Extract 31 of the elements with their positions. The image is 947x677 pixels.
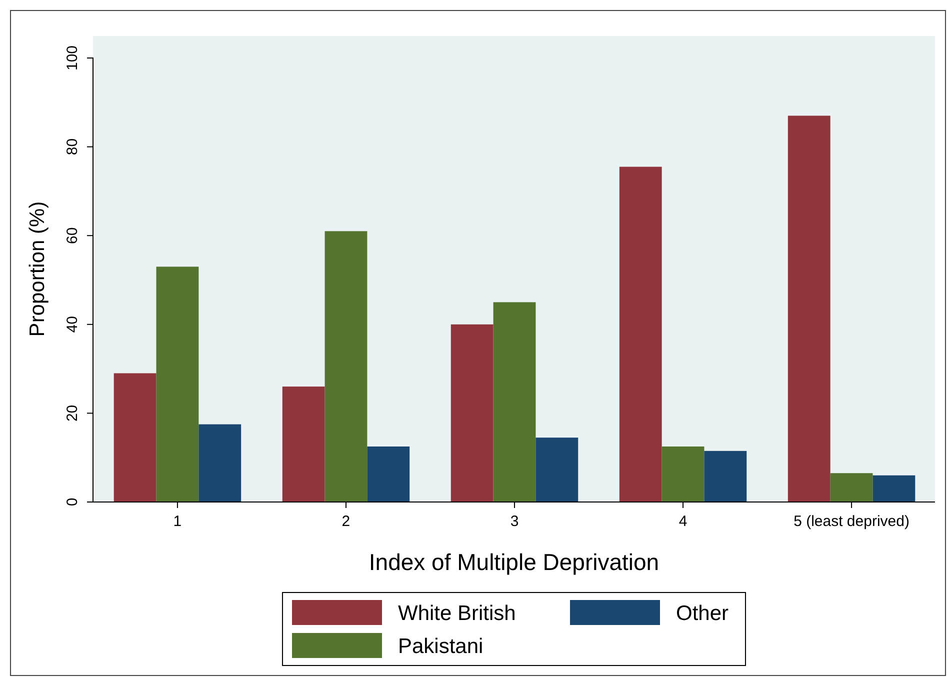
bar	[282, 386, 325, 502]
bar	[788, 116, 830, 502]
bar	[493, 302, 536, 502]
bar	[450, 324, 494, 502]
bar	[662, 446, 704, 502]
x-tick-label: 1	[173, 513, 182, 530]
y-tick-label: 0	[64, 498, 81, 506]
y-tick-label: 20	[64, 404, 81, 422]
bar	[324, 231, 368, 502]
x-axis-title: Index of Multiple Deprivation	[368, 549, 660, 575]
bar	[704, 450, 747, 502]
x-tick-label: 5 (least deprived)	[794, 513, 910, 530]
y-tick-label: 40	[64, 316, 81, 333]
bar	[367, 446, 410, 502]
bar	[830, 473, 873, 502]
legend-label: White British	[398, 602, 516, 625]
y-tick-label: 100	[64, 45, 81, 71]
legend-label: Other	[676, 602, 729, 625]
bar	[619, 166, 662, 502]
bar	[156, 266, 199, 502]
x-tick-label: 2	[342, 513, 350, 530]
bar	[114, 373, 156, 502]
legend-label: Pakistani	[398, 635, 484, 658]
bar	[872, 475, 916, 502]
x-tick-label: 3	[510, 513, 519, 530]
y-tick-label: 80	[64, 138, 81, 156]
bar	[536, 438, 578, 502]
y-axis-title: Proportion (%)	[26, 201, 49, 337]
y-tick-label: 60	[64, 227, 81, 244]
bar	[198, 424, 242, 502]
x-tick-label: 4	[678, 513, 688, 530]
